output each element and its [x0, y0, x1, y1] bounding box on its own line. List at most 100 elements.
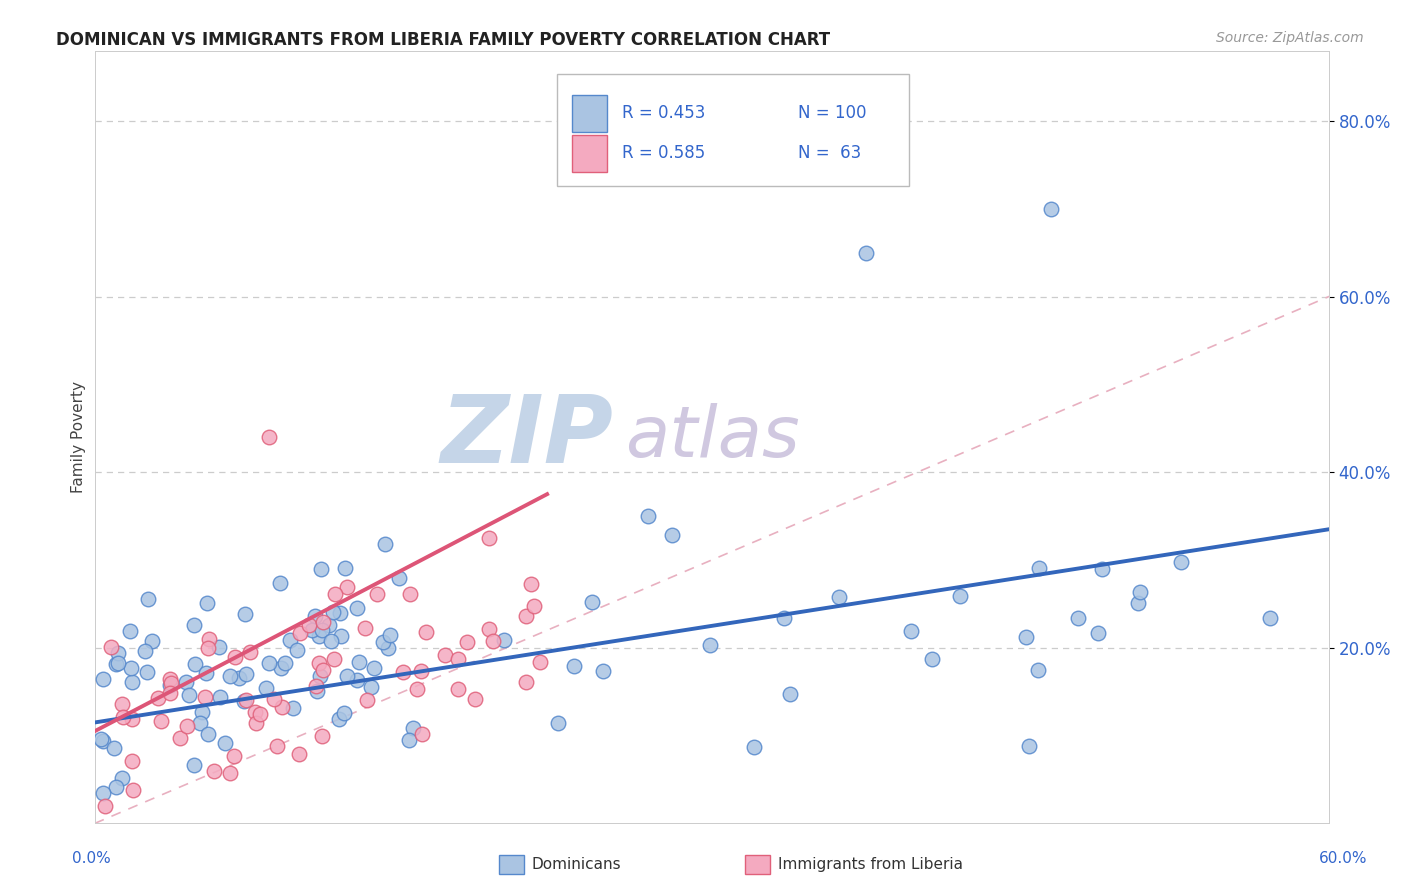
Point: [197, 641, 219, 656]
Point: [318, 618, 340, 632]
Point: [356, 692, 378, 706]
Point: [371, 634, 394, 648]
Point: [1066, 611, 1088, 625]
Text: DOMINICAN VS IMMIGRANTS FROM LIBERIA FAMILY POVERTY CORRELATION CHART: DOMINICAN VS IMMIGRANTS FROM LIBERIA FAM…: [56, 31, 831, 49]
Point: [1087, 626, 1109, 640]
Point: [328, 712, 350, 726]
Point: [118, 624, 141, 638]
Point: [304, 609, 326, 624]
Point: [346, 601, 368, 615]
Point: [529, 655, 551, 669]
Point: [298, 618, 321, 632]
Point: [235, 607, 257, 622]
Point: [112, 709, 135, 723]
Point: [149, 714, 172, 729]
Point: [366, 587, 388, 601]
Point: [855, 245, 877, 260]
Point: [447, 652, 470, 666]
Point: [388, 571, 411, 585]
Point: [266, 739, 288, 753]
Point: [478, 531, 501, 545]
Text: Source: ZipAtlas.com: Source: ZipAtlas.com: [1216, 31, 1364, 45]
Point: [100, 640, 122, 655]
Text: ZIP: ZIP: [440, 391, 613, 483]
Point: [1040, 202, 1063, 216]
Point: [1170, 555, 1192, 569]
Point: [141, 633, 163, 648]
Point: [121, 712, 143, 726]
Point: [363, 661, 385, 675]
Point: [515, 674, 537, 689]
Point: [208, 640, 231, 655]
Point: [411, 664, 433, 678]
Point: [378, 628, 401, 642]
Point: [482, 634, 505, 648]
Point: [1091, 562, 1114, 576]
Point: [249, 707, 271, 722]
Point: [270, 661, 292, 675]
Text: atlas: atlas: [626, 402, 800, 472]
Point: [415, 625, 437, 640]
Point: [235, 666, 257, 681]
Point: [547, 716, 569, 731]
Point: [274, 656, 297, 670]
Point: [354, 621, 377, 635]
Point: [245, 716, 267, 731]
Point: [148, 690, 170, 705]
Point: [921, 652, 943, 666]
Point: [336, 580, 359, 594]
Point: [270, 699, 292, 714]
Point: [138, 591, 160, 606]
Point: [91, 786, 114, 800]
Point: [637, 509, 659, 524]
Point: [263, 691, 285, 706]
Point: [360, 680, 382, 694]
Point: [311, 623, 333, 637]
Point: [194, 690, 217, 704]
Point: [515, 609, 537, 624]
Point: [121, 754, 143, 768]
Point: [464, 692, 486, 706]
Point: [399, 586, 422, 600]
Point: [401, 722, 423, 736]
Point: [188, 715, 211, 730]
Point: [121, 674, 143, 689]
Point: [1018, 739, 1040, 754]
Point: [322, 606, 344, 620]
Point: [120, 661, 142, 675]
Point: [562, 658, 585, 673]
Point: [103, 740, 125, 755]
Point: [224, 650, 246, 665]
Point: [377, 640, 399, 655]
Point: [329, 629, 352, 643]
Point: [288, 747, 311, 762]
Point: [176, 719, 198, 733]
Point: [661, 528, 683, 542]
Point: [335, 561, 357, 575]
Point: [520, 576, 543, 591]
Point: [159, 678, 181, 692]
Point: [269, 575, 291, 590]
Text: R = 0.453: R = 0.453: [621, 104, 704, 122]
Point: [1015, 630, 1038, 644]
Point: [202, 764, 225, 778]
Point: [523, 599, 546, 614]
Point: [305, 683, 328, 698]
Point: [177, 689, 200, 703]
Point: [1129, 584, 1152, 599]
Point: [280, 633, 302, 648]
Point: [447, 681, 470, 696]
Y-axis label: Family Poverty: Family Poverty: [72, 381, 86, 493]
Point: [218, 766, 240, 780]
Point: [174, 674, 197, 689]
Point: [333, 706, 356, 720]
Point: [308, 630, 330, 644]
Point: [169, 731, 191, 746]
Point: [456, 635, 478, 649]
Point: [134, 644, 156, 658]
Text: N = 100: N = 100: [799, 104, 866, 122]
Point: [305, 679, 328, 693]
Point: [243, 705, 266, 719]
Point: [254, 681, 277, 696]
Point: [323, 652, 346, 666]
